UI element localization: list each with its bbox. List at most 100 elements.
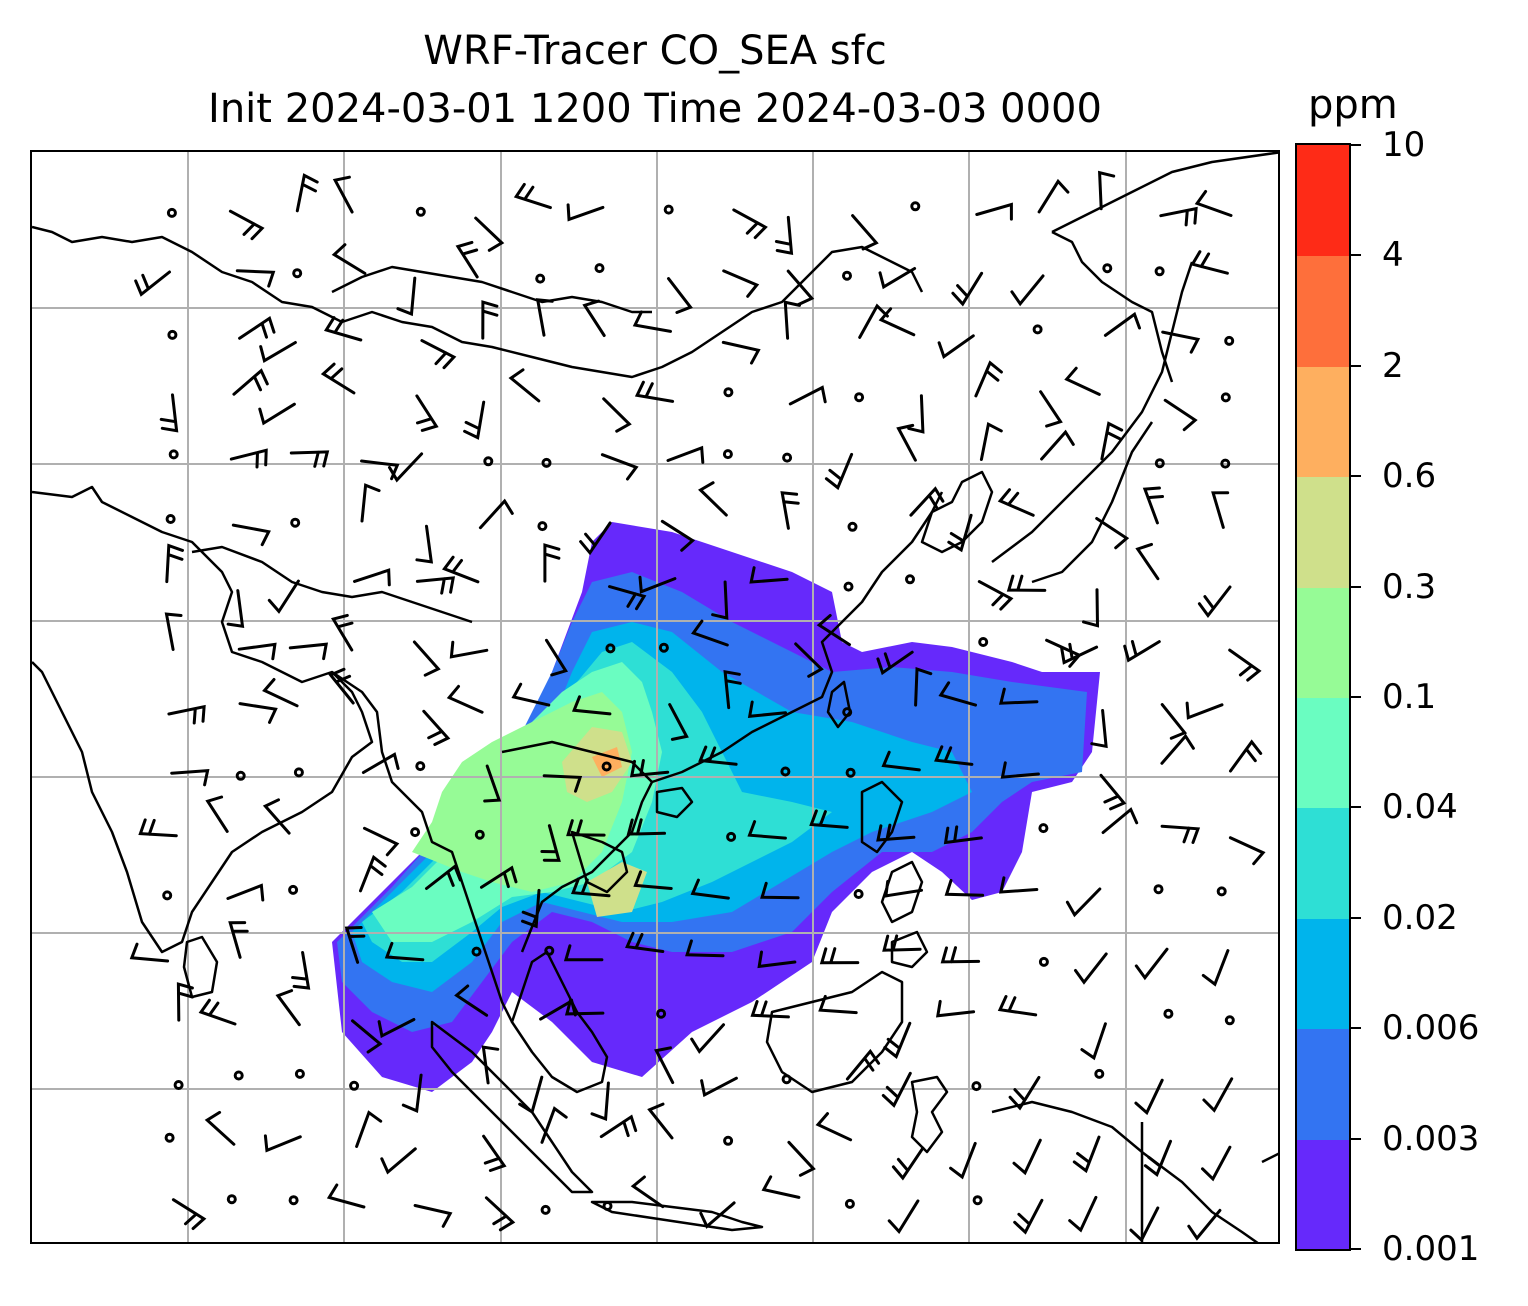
calm-wind-circle — [853, 889, 864, 899]
wind-barb — [1008, 1075, 1041, 1111]
wind-barb — [1006, 574, 1047, 592]
map-title-line-2: Init 2024-03-01 1200 Time 2024-03-03 000… — [208, 86, 1102, 132]
wind-barb — [481, 1045, 500, 1085]
wind-barb — [521, 888, 541, 929]
wind-barb — [625, 931, 665, 953]
calm-wind-circle — [173, 1080, 184, 1090]
wind-barb — [668, 703, 689, 741]
wind-barb — [590, 1081, 610, 1122]
wind-barb — [723, 669, 742, 710]
wind-barb — [876, 823, 916, 842]
calm-wind-circle — [847, 521, 858, 532]
wind-barb — [600, 453, 639, 481]
wind-barb — [267, 579, 300, 614]
wind-barb — [228, 209, 265, 241]
wind-barb — [977, 580, 1014, 611]
wind-barbs — [129, 170, 1266, 1242]
wind-barb — [747, 820, 787, 840]
wind-barb — [721, 340, 761, 365]
wind-barb — [238, 315, 276, 340]
wind-barb — [425, 863, 462, 890]
wind-barb — [876, 650, 914, 676]
wind-barb — [481, 300, 499, 340]
wind-barb — [1010, 274, 1045, 307]
colorbar-band — [1297, 917, 1349, 1030]
wind-barb — [602, 397, 632, 433]
wind-barb — [582, 299, 606, 337]
colorbar-band — [1297, 476, 1349, 588]
calm-wind-circles — [162, 201, 1235, 1215]
calm-wind-circle — [535, 273, 546, 284]
wind-barb — [508, 368, 541, 403]
calm-wind-circle — [656, 1008, 667, 1019]
calm-wind-circle — [167, 329, 178, 340]
wind-barb — [442, 555, 480, 584]
wind-barb — [1228, 836, 1266, 866]
colorbar-tick — [1351, 1027, 1361, 1030]
wind-barb — [231, 523, 271, 547]
colorbar-band — [1297, 586, 1349, 698]
wind-barb — [757, 950, 797, 969]
calm-wind-circle — [602, 1201, 613, 1211]
colorbar-tick — [1351, 806, 1361, 809]
wind-barb — [331, 243, 367, 275]
wind-barb — [944, 878, 985, 897]
calm-wind-circle — [233, 1070, 244, 1081]
wind-barb — [484, 1196, 516, 1232]
wind-barb — [851, 214, 879, 251]
calm-wind-circle — [1154, 458, 1165, 469]
wind-barb — [363, 826, 400, 857]
colorbar-band — [1297, 697, 1349, 809]
wind-barb — [630, 1175, 665, 1209]
wind-barb — [998, 687, 1039, 705]
calm-wind-circle — [1102, 263, 1113, 274]
calm-wind-circle — [910, 201, 921, 212]
wind-barb — [344, 926, 366, 964]
calm-wind-circle — [288, 884, 299, 895]
wind-barb — [937, 334, 975, 359]
calm-wind-circle — [971, 1081, 982, 1092]
wind-barb — [815, 1112, 853, 1142]
calm-wind-circle — [905, 574, 915, 585]
wind-barb — [483, 764, 502, 803]
wind-barb — [633, 870, 673, 890]
wind-barb — [330, 613, 354, 652]
wind-barb — [1090, 709, 1108, 749]
wind-barb — [164, 612, 183, 651]
wind-barb — [1065, 887, 1102, 918]
wind-barb — [263, 1134, 302, 1153]
wind-barb — [818, 994, 858, 1015]
wind-barb — [786, 269, 815, 306]
calm-wind-circle — [723, 1135, 734, 1146]
wind-barb — [134, 270, 171, 297]
calm-wind-circle — [781, 1074, 792, 1085]
wind-barb — [722, 269, 760, 298]
wind-barb — [463, 400, 486, 440]
wind-barb — [167, 704, 206, 725]
calm-wind-circle — [601, 761, 612, 772]
wind-barb — [566, 819, 606, 837]
calm-wind-circle — [415, 206, 426, 217]
wind-barb — [881, 750, 921, 772]
calm-wind-circle — [1032, 324, 1043, 335]
wind-barb — [884, 879, 923, 898]
wind-barb — [891, 1146, 925, 1181]
wind-barb — [159, 393, 179, 433]
calm-wind-circle — [415, 761, 426, 772]
wind-barb — [1101, 807, 1139, 834]
wind-barb — [229, 448, 268, 469]
wind-barb — [997, 488, 1035, 517]
wind-barb — [881, 1071, 912, 1108]
colorbar-tick-label: 0.02 — [1382, 897, 1458, 938]
wind-barb — [997, 995, 1038, 1017]
wind-barb — [328, 667, 355, 705]
wind-barb — [700, 1076, 738, 1098]
wind-barb — [320, 362, 356, 395]
calm-wind-circle — [168, 449, 179, 460]
wind-barb — [482, 1134, 507, 1172]
wind-barb — [691, 619, 729, 647]
wind-barb — [388, 452, 424, 483]
wind-barb — [262, 798, 291, 835]
wind-barb — [1068, 1195, 1098, 1233]
wind-barb — [654, 1046, 675, 1085]
